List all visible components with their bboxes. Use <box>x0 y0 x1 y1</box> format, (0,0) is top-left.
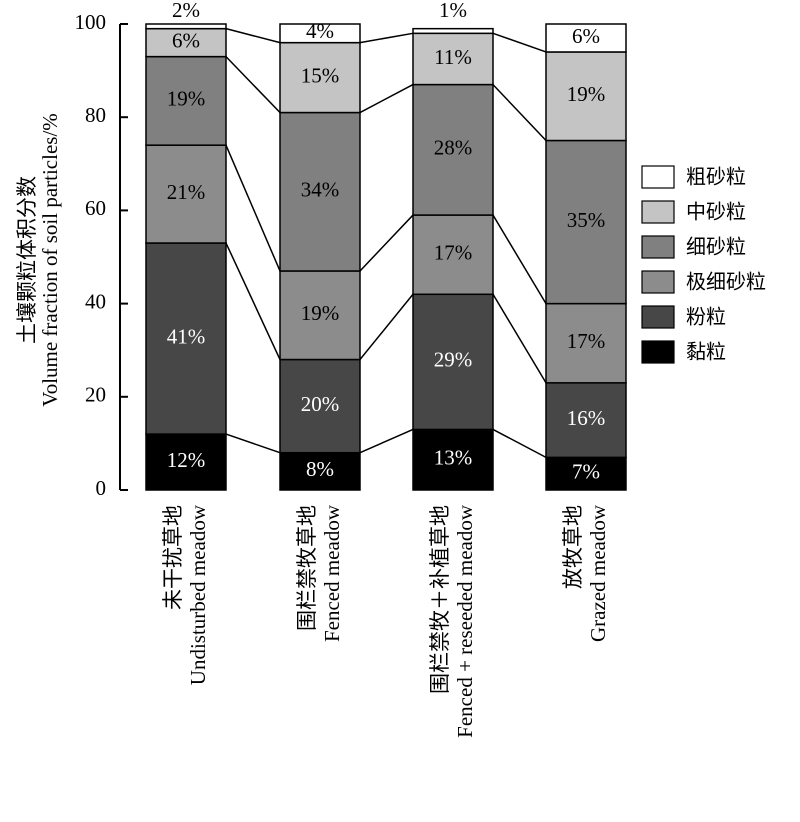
y-axis-title-en: Volume fraction of soil particles/% <box>38 113 62 407</box>
connector-line <box>225 144 281 272</box>
bar-segment <box>545 51 627 142</box>
y-axis-title: 土壤颗粒体积分数 Volume fraction of soil particl… <box>15 113 62 407</box>
segment-label: 35% <box>567 208 606 232</box>
bar-segment <box>412 83 494 216</box>
legend-label: 黏粒 <box>686 340 726 364</box>
bar-segment <box>145 23 227 30</box>
segment-label: 6% <box>172 28 200 52</box>
segment-label: 21% <box>167 180 206 204</box>
segment-connector-lines <box>225 27 547 459</box>
segment-label: 6% <box>572 24 600 48</box>
bar-segment <box>279 23 361 44</box>
legend-label: 极细砂粒 <box>686 270 766 294</box>
legend-label: 粉粒 <box>686 305 726 329</box>
category-label-en: Fenced meadow <box>320 504 344 642</box>
bar-segment <box>412 214 494 296</box>
bar-segment <box>145 433 227 491</box>
category-label-zh: 围栏禁牧＋补植草地 <box>428 505 452 694</box>
bar-segment <box>545 23 627 53</box>
connector-line <box>492 32 547 53</box>
segment-label: 15% <box>301 63 340 87</box>
y-tick-label: 40 <box>85 289 106 313</box>
legend-label: 细砂粒 <box>686 235 746 259</box>
segment-label: 2% <box>172 0 200 22</box>
category-label-en: Undisturbed meadow <box>186 504 210 685</box>
bar-segment <box>412 27 494 35</box>
segment-label: 19% <box>167 87 206 111</box>
bar-segment <box>145 242 227 435</box>
y-axis: 0 20 40 60 80 100 <box>75 10 128 500</box>
bar-segment <box>545 139 627 305</box>
segment-labels: 12% 8% 13% 7% 41% 20% 29% 16% 21% 19% 17% 17% 19% 34%… <box>167 0 606 484</box>
segment-label: 34% <box>301 178 340 202</box>
y-axis-title-zh: 土壤颗粒体积分数 <box>15 176 39 344</box>
bar-segment <box>145 27 227 58</box>
bar-segment <box>279 358 361 454</box>
connector-line <box>225 27 281 44</box>
connector-line <box>492 214 547 304</box>
y-tick-label: 0 <box>96 476 107 500</box>
legend-label: 中砂粒 <box>686 200 746 224</box>
connector-line <box>225 56 281 114</box>
segment-label: 4% <box>306 19 334 43</box>
connector-line <box>492 84 547 142</box>
segment-label: 16% <box>567 406 606 430</box>
legend-swatch <box>641 235 675 259</box>
connector-line <box>492 293 547 384</box>
bar-segment <box>279 451 361 491</box>
connector-line <box>492 428 547 459</box>
segment-label: 41% <box>167 324 206 348</box>
connector-line <box>225 242 281 360</box>
segment-label: 19% <box>567 82 606 106</box>
connector-line <box>359 428 414 454</box>
bar-segment <box>412 32 494 86</box>
bar-segment <box>279 270 361 361</box>
category-label-en: Fenced + reseeded meadow <box>453 504 477 738</box>
legend-label: 粗砂粒 <box>686 165 746 189</box>
segment-label: 17% <box>434 240 473 264</box>
segment-label: 1% <box>439 0 467 22</box>
segment-label: 19% <box>301 301 340 325</box>
connector-line <box>359 32 414 44</box>
bar-segment <box>412 293 494 431</box>
y-tick-label: 100 <box>75 10 107 34</box>
bar-segment <box>279 41 361 114</box>
y-tick-label: 60 <box>85 196 106 220</box>
bar-segment <box>545 382 627 459</box>
bar-segment <box>145 144 227 244</box>
segment-label: 13% <box>434 446 473 470</box>
connector-line <box>359 293 414 360</box>
segment-label: 20% <box>301 392 340 416</box>
y-tick-label: 80 <box>85 103 106 127</box>
connector-line <box>359 214 414 272</box>
legend-swatch <box>641 270 675 294</box>
legend-swatch <box>641 305 675 329</box>
segment-label: 17% <box>567 329 606 353</box>
segment-label: 29% <box>434 348 473 372</box>
legend-swatch <box>641 340 675 364</box>
bar-segment <box>545 456 627 491</box>
y-tick-label: 20 <box>85 383 106 407</box>
bar-stacks <box>145 23 627 491</box>
connector-line <box>359 83 414 114</box>
segment-label: 28% <box>434 136 473 160</box>
connector-line <box>225 433 281 454</box>
segment-label: 7% <box>572 460 600 484</box>
category-labels: 未干扰草地 Undisturbed meadow 围栏禁牧草地 Fenced mead… <box>161 504 610 738</box>
legend-swatch <box>641 200 675 224</box>
category-label-zh: 放牧草地 <box>561 505 585 589</box>
segment-label: 11% <box>434 45 472 69</box>
bar-segment <box>545 302 627 384</box>
category-label-zh: 围栏禁牧草地 <box>295 505 319 631</box>
category-label-zh: 未干扰草地 <box>161 505 185 610</box>
segment-label: 12% <box>167 448 206 472</box>
category-label-en: Grazed meadow <box>586 504 610 642</box>
legend-swatch <box>641 165 675 189</box>
bar-segment <box>145 55 227 146</box>
segment-label: 8% <box>306 457 334 481</box>
